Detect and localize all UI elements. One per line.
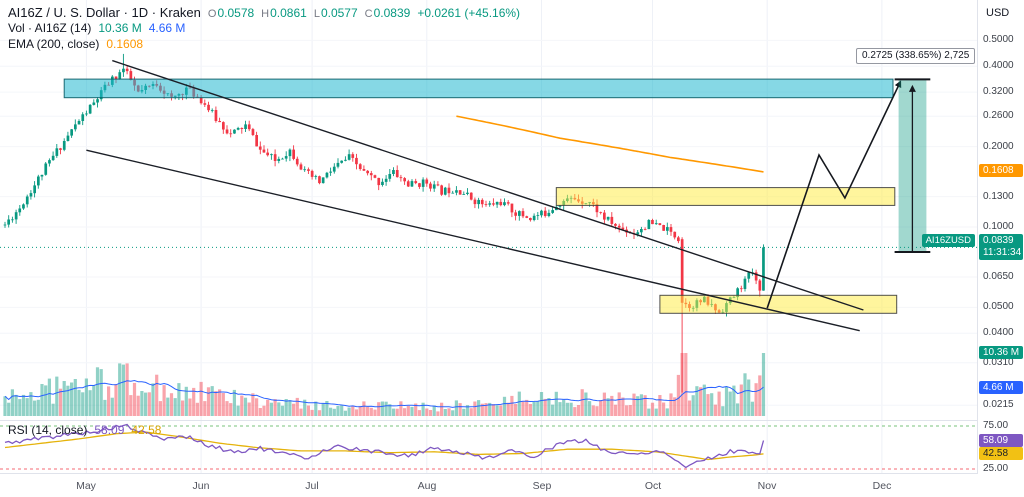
price-tick-label: 0.0310 [983, 357, 1014, 368]
price-range-label[interactable]: 0.2725 (338.65%) 2,725 [856, 48, 976, 64]
price-tick-label: 0.0215 [983, 399, 1014, 410]
rsi-value: 58.09 [94, 423, 125, 437]
volume-ma-badge: 4.66 M [979, 381, 1023, 394]
mid-resistance-zone [555, 187, 896, 206]
chart-canvas[interactable] [0, 0, 977, 474]
rsi-ma-value: 42.58 [131, 423, 162, 437]
high-value: H0.0861 [261, 6, 307, 20]
ema-price-badge: 0.1608 [979, 164, 1023, 177]
close-value: C0.0839 [364, 6, 411, 20]
supply-zone [63, 78, 894, 99]
ema-indicator-label[interactable]: EMA (200, close) [8, 37, 100, 51]
rsi-legend-row[interactable]: RSI (14, close) 58.09 42.58 [8, 423, 161, 437]
rsi-badge: 58.09 [979, 434, 1023, 447]
time-tick-label: Dec [872, 480, 892, 492]
symbol-price-tag: AI16ZUSD [921, 234, 975, 247]
price-tick-label: 0.4000 [983, 60, 1014, 71]
price-tick-label: 0.1000 [983, 221, 1014, 232]
volume-value: 10.36 M [98, 21, 142, 35]
price-tick-label: 0.3200 [983, 86, 1014, 97]
close-label: C [364, 8, 373, 20]
price-tick-label: 0.1300 [983, 191, 1014, 202]
last-price-badge: 0.0839 11:31:34 [979, 234, 1023, 260]
volume-indicator-label[interactable]: Vol · AI16Z (14) [8, 21, 92, 35]
high-label: H [261, 8, 270, 20]
time-tick-label: May [76, 480, 96, 492]
price-tick-label: 0.2000 [983, 141, 1014, 152]
time-tick-label: Aug [417, 480, 437, 492]
time-axis[interactable]: May Jun Jul Aug Sep Oct Nov Dec [0, 474, 1024, 497]
ema-value: 0.1608 [106, 37, 144, 51]
open-value: O0.0578 [207, 6, 255, 20]
low-label: L [313, 8, 320, 20]
rsi-indicator-label[interactable]: RSI (14, close) [8, 423, 88, 437]
volume-badge: 10.36 M [979, 346, 1023, 359]
symbol-title[interactable]: AI16Z / U. S. Dollar · 1D · Kraken [8, 5, 201, 20]
rsi-tick-label: 75.00 [983, 420, 1009, 431]
time-tick-label: Jul [305, 480, 319, 492]
price-axis-separator [977, 0, 978, 497]
upper-trendline [112, 59, 864, 311]
currency-label[interactable]: USD [986, 7, 1010, 19]
candles-layer [3, 53, 765, 393]
ema-line [456, 115, 764, 173]
time-axis-separator [0, 473, 1024, 474]
open-label: O [207, 8, 217, 20]
volume-legend-row[interactable]: Vol · AI16Z (14) 10.36 M 4.66 M [8, 21, 185, 35]
volume-ma-value: 4.66 M [148, 21, 186, 35]
bar-countdown: 11:31:34 [983, 247, 1022, 258]
last-price-value: 0.0839 [983, 235, 1014, 246]
rsi-line [4, 423, 765, 469]
rsi-ma-badge: 42.58 [979, 447, 1023, 460]
projection-arrow [766, 80, 902, 309]
demand-zone [659, 294, 898, 314]
rsi-tick-label: 25.00 [983, 463, 1009, 474]
symbol-legend-row[interactable]: AI16Z / U. S. Dollar · 1D · Kraken O0.05… [8, 5, 520, 20]
price-tick-label: 0.0500 [983, 301, 1014, 312]
volume-layer [3, 353, 766, 416]
price-tick-label: 0.5000 [983, 34, 1014, 45]
time-tick-label: Nov [757, 480, 777, 492]
low-value: L0.0577 [313, 6, 358, 20]
price-tick-label: 0.2600 [983, 110, 1014, 121]
time-tick-label: Sep [532, 480, 552, 492]
price-tick-label: 0.0650 [983, 271, 1014, 282]
change-value: +0.0261 (+45.16%) [417, 6, 521, 20]
time-tick-label: Oct [644, 480, 662, 492]
pane-separator[interactable] [0, 420, 1024, 421]
lower-trendline [86, 149, 860, 332]
price-axis[interactable]: USD 0.1608 0.0839 11:31:34 10.36 M 4.66 … [978, 0, 1024, 474]
ema-legend-row[interactable]: EMA (200, close) 0.1608 [8, 37, 143, 51]
price-tick-label: 0.0400 [983, 327, 1014, 338]
time-tick-label: Jun [192, 480, 210, 492]
